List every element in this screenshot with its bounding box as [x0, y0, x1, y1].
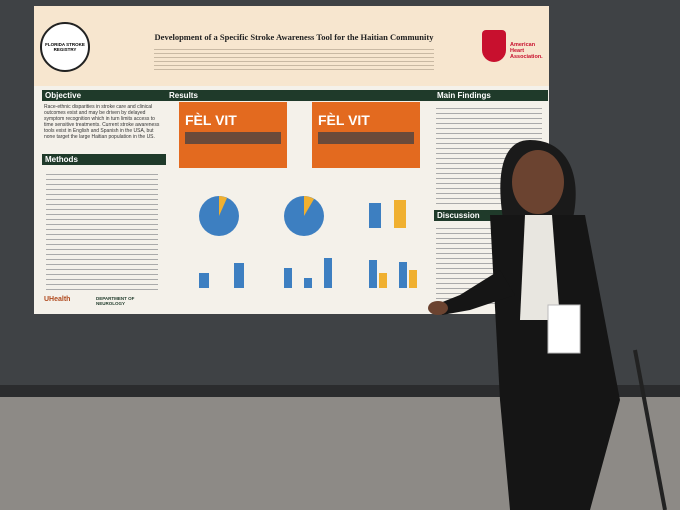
bar — [394, 200, 406, 228]
section-heading: Objective — [42, 90, 166, 101]
author-lines — [154, 46, 434, 70]
bar — [369, 260, 377, 288]
section-heading: Main Findings — [434, 90, 548, 101]
neuro-logo: DEPARTMENT OF NEUROLOGY — [96, 296, 135, 306]
pie-slice — [304, 196, 314, 216]
arm — [435, 270, 515, 315]
aha-logo: American Heart Association. — [510, 42, 543, 60]
bar — [399, 262, 407, 288]
photo-strip — [318, 132, 414, 144]
registry-logo: FLORIDA STROKE REGISTRY — [40, 22, 90, 72]
poster-title: Development of a Specific Stroke Awarene… — [154, 32, 434, 42]
section-heading: Methods — [42, 154, 166, 165]
photo-strip — [185, 132, 281, 144]
bar — [369, 203, 381, 228]
objective-text: Race-ethnic disparities in stroke care a… — [44, 104, 160, 140]
bar — [379, 273, 387, 288]
tool-card: FÈL VIT — [179, 102, 287, 168]
bar — [234, 263, 244, 288]
methods-text — [46, 170, 158, 290]
easel — [633, 349, 667, 510]
bar — [324, 258, 332, 288]
face — [512, 150, 564, 214]
badge — [547, 304, 581, 354]
bar — [199, 273, 209, 288]
uhealth-logo: UHealth — [44, 296, 71, 303]
tool-name: FÈL VIT — [185, 112, 237, 128]
poster: FLORIDA STROKE REGISTRY Development of a… — [34, 6, 549, 314]
bar — [409, 270, 417, 288]
pie-slice — [219, 196, 227, 216]
presenter — [428, 140, 667, 510]
aha-heart — [482, 30, 506, 62]
tool-name: FÈL VIT — [318, 112, 370, 128]
blouse — [520, 215, 560, 320]
hand — [428, 301, 448, 315]
bar — [304, 278, 312, 288]
section-heading: Results — [166, 90, 434, 101]
tool-card: FÈL VIT — [312, 102, 420, 168]
bar — [284, 268, 292, 288]
result-charts — [199, 196, 417, 288]
